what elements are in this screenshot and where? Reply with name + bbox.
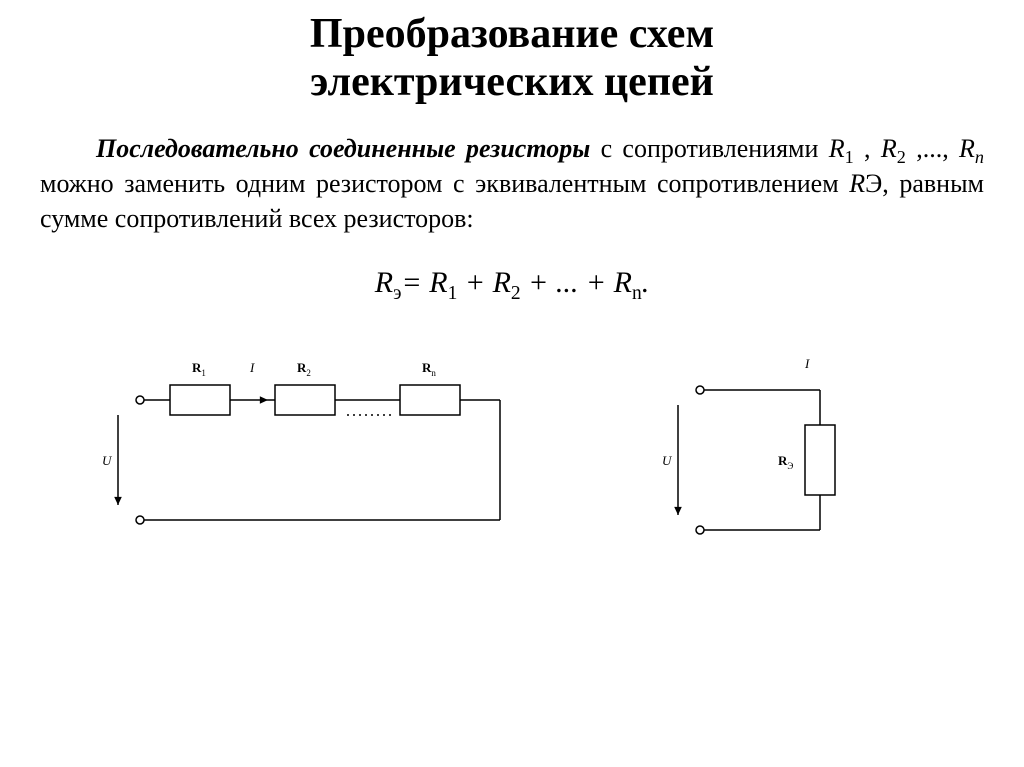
svg-text:U: U: [662, 453, 673, 468]
circuit-diagrams-row: R1 I R2 Rn U I U RЭ: [40, 340, 984, 560]
para-r2-sub: 2: [897, 147, 906, 167]
slide-title: Преобразование схем электрических цепей: [40, 10, 984, 107]
f-t1: R: [429, 266, 447, 299]
para-re-suf: Э: [865, 169, 882, 198]
svg-text:U: U: [102, 453, 113, 468]
f-eq: =: [401, 266, 429, 299]
title-line-1: Преобразование схем: [310, 11, 714, 57]
para-rn: R: [959, 134, 975, 163]
f-lhs: R: [375, 266, 393, 299]
equivalent-resistance-formula: Rэ= R1 + R2 + ... + Rn.: [40, 266, 984, 300]
para-sep1: ,: [854, 134, 881, 163]
para-rn-sub: n: [975, 147, 984, 167]
para-r2: R: [881, 134, 897, 163]
para-emphasis: Последовательно соединенные резисторы: [96, 134, 590, 163]
f-tn: R: [614, 266, 632, 299]
svg-text:Rn: Rn: [422, 360, 436, 378]
f-p2: + ... +: [521, 266, 614, 299]
f-t2: R: [493, 266, 511, 299]
para-t1: с сопротивлениями: [590, 134, 829, 163]
para-r1-sub: 1: [845, 147, 854, 167]
para-sep2: ,...,: [906, 134, 959, 163]
svg-text:RЭ: RЭ: [778, 453, 793, 471]
body-paragraph: Последовательно соединенные резисторы с …: [40, 131, 984, 236]
svg-text:R1: R1: [192, 360, 206, 378]
svg-text:I: I: [804, 356, 810, 371]
f-t1-sub: 1: [448, 283, 458, 304]
f-dot: .: [642, 266, 650, 299]
para-re: R: [849, 169, 865, 198]
svg-text:I: I: [249, 360, 255, 375]
equivalent-circuit-diagram: I U RЭ: [660, 340, 880, 560]
svg-text:R2: R2: [297, 360, 311, 378]
f-t2-sub: 2: [511, 283, 521, 304]
f-p1: +: [457, 266, 492, 299]
para-mid: можно заменить одним резистором с эквива…: [40, 169, 849, 198]
series-circuit-diagram: R1 I R2 Rn U: [100, 340, 540, 560]
f-tn-sub: n: [632, 283, 642, 304]
para-r1: R: [829, 134, 845, 163]
slide-container: Преобразование схем электрических цепей …: [0, 0, 1024, 767]
title-line-2: электрических цепей: [310, 59, 714, 105]
